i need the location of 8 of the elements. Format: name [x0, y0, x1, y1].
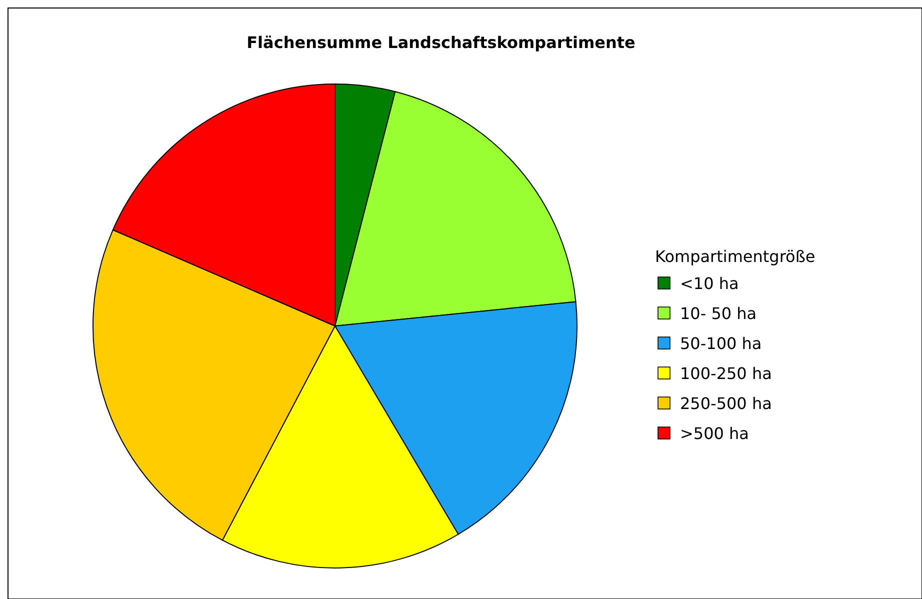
- legend-label: 250-500 ha: [680, 394, 772, 413]
- chart-title: Flächensumme Landschaftskompartimente: [246, 33, 636, 52]
- legend-label: 50-100 ha: [680, 334, 762, 353]
- legend-label: >500 ha: [680, 424, 749, 443]
- legend-label: 100-250 ha: [680, 364, 772, 383]
- legend-title: Kompartimentgröße: [655, 247, 816, 266]
- legend-label: <10 ha: [680, 274, 739, 293]
- legend-label: 10- 50 ha: [680, 304, 757, 323]
